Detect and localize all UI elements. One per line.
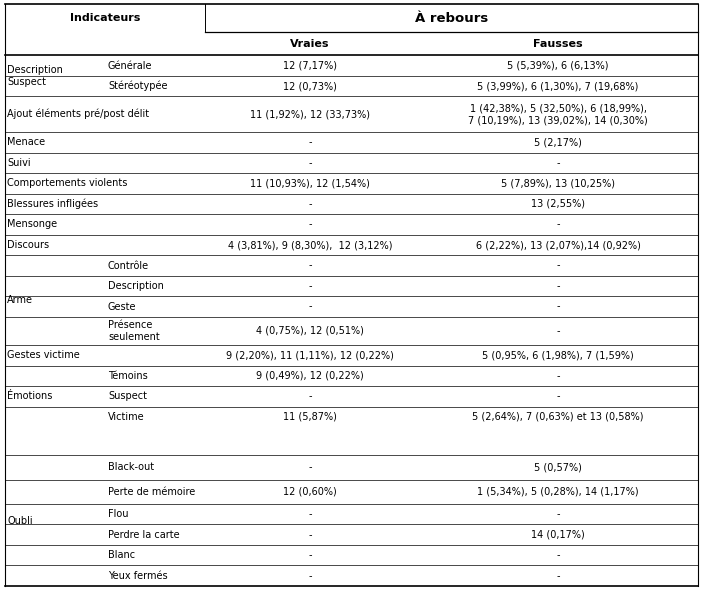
Text: Description: Description — [108, 281, 164, 291]
Text: Victime: Victime — [108, 412, 145, 422]
Text: -: - — [556, 219, 560, 230]
Text: 5 (0,95%, 6 (1,98%), 7 (1,59%): 5 (0,95%, 6 (1,98%), 7 (1,59%) — [482, 350, 634, 360]
Text: Discours: Discours — [7, 240, 49, 250]
Text: 1 (42,38%), 5 (32,50%), 6 (18,99%),
7 (10,19%), 13 (39,02%), 14 (0,30%): 1 (42,38%), 5 (32,50%), 6 (18,99%), 7 (1… — [468, 103, 648, 125]
Text: Générale: Générale — [108, 61, 152, 71]
Text: -: - — [556, 550, 560, 560]
Text: 5 (5,39%), 6 (6,13%): 5 (5,39%), 6 (6,13%) — [508, 61, 608, 71]
Text: -: - — [308, 137, 312, 148]
Text: Geste: Geste — [108, 301, 137, 312]
Text: -: - — [556, 571, 560, 581]
Text: Émotions: Émotions — [7, 391, 52, 401]
Text: 1 (5,34%), 5 (0,28%), 14 (1,17%): 1 (5,34%), 5 (0,28%), 14 (1,17%) — [477, 487, 639, 497]
Text: Perdre la carte: Perdre la carte — [108, 530, 180, 540]
Text: Perte de mémoire: Perte de mémoire — [108, 487, 195, 497]
Text: 9 (2,20%), 11 (1,11%), 12 (0,22%): 9 (2,20%), 11 (1,11%), 12 (0,22%) — [226, 350, 394, 360]
Text: 4 (3,81%), 9 (8,30%),  12 (3,12%): 4 (3,81%), 9 (8,30%), 12 (3,12%) — [228, 240, 392, 250]
Text: Suivi: Suivi — [7, 158, 30, 168]
Text: -: - — [556, 326, 560, 336]
Text: -: - — [308, 281, 312, 291]
Text: Menace: Menace — [7, 137, 45, 148]
Text: Oubli: Oubli — [7, 516, 32, 526]
Text: 12 (0,73%): 12 (0,73%) — [283, 81, 337, 91]
Text: 12 (0,60%): 12 (0,60%) — [283, 487, 337, 497]
Text: -: - — [308, 261, 312, 271]
Text: Black-out: Black-out — [108, 463, 154, 473]
Text: Arme: Arme — [7, 295, 33, 305]
Text: -: - — [556, 158, 560, 168]
Text: 11 (1,92%), 12 (33,73%): 11 (1,92%), 12 (33,73%) — [250, 109, 370, 119]
Text: -: - — [308, 550, 312, 560]
Text: -: - — [308, 463, 312, 473]
Text: Description
Suspect: Description Suspect — [7, 65, 63, 87]
Text: Stéréotypée: Stéréotypée — [108, 81, 168, 91]
Text: 12 (7,17%): 12 (7,17%) — [283, 61, 337, 71]
Text: 5 (0,57%): 5 (0,57%) — [534, 463, 582, 473]
Text: Témoins: Témoins — [108, 371, 148, 381]
Text: -: - — [308, 391, 312, 401]
Text: 11 (10,93%), 12 (1,54%): 11 (10,93%), 12 (1,54%) — [250, 178, 370, 188]
Text: Comportements violents: Comportements violents — [7, 178, 128, 188]
Text: -: - — [556, 301, 560, 312]
Text: -: - — [308, 158, 312, 168]
Text: -: - — [556, 281, 560, 291]
Text: 4 (0,75%), 12 (0,51%): 4 (0,75%), 12 (0,51%) — [256, 326, 364, 336]
Text: Contrôle: Contrôle — [108, 261, 149, 271]
Text: 11 (5,87%): 11 (5,87%) — [283, 412, 337, 422]
Text: Mensonge: Mensonge — [7, 219, 57, 230]
Text: -: - — [556, 371, 560, 381]
Text: 14 (0,17%): 14 (0,17%) — [531, 530, 585, 540]
Text: Vraies: Vraies — [290, 39, 330, 49]
Text: -: - — [308, 530, 312, 540]
Text: -: - — [308, 301, 312, 312]
Text: Suspect: Suspect — [108, 391, 147, 401]
Text: Yeux fermés: Yeux fermés — [108, 571, 168, 581]
Text: Ajout éléments pré/post délit: Ajout éléments pré/post délit — [7, 109, 149, 120]
Text: -: - — [556, 261, 560, 271]
Text: -: - — [308, 571, 312, 581]
Text: 5 (3,99%), 6 (1,30%), 7 (19,68%): 5 (3,99%), 6 (1,30%), 7 (19,68%) — [477, 81, 639, 91]
Text: 5 (2,17%): 5 (2,17%) — [534, 137, 582, 148]
Text: 5 (7,89%), 13 (10,25%): 5 (7,89%), 13 (10,25%) — [501, 178, 615, 188]
Text: Flou: Flou — [108, 509, 128, 519]
Text: À rebours: À rebours — [415, 12, 488, 25]
Text: Blessures infligées: Blessures infligées — [7, 199, 98, 209]
Text: 6 (2,22%), 13 (2,07%),14 (0,92%): 6 (2,22%), 13 (2,07%),14 (0,92%) — [476, 240, 640, 250]
Text: Blanc: Blanc — [108, 550, 135, 560]
Text: -: - — [556, 391, 560, 401]
Text: Fausses: Fausses — [533, 39, 583, 49]
Text: Indicateurs: Indicateurs — [70, 13, 140, 23]
Text: -: - — [556, 509, 560, 519]
Text: 13 (2,55%): 13 (2,55%) — [531, 199, 585, 209]
Text: Gestes victime: Gestes victime — [7, 350, 80, 360]
Text: Présence
seulement: Présence seulement — [108, 320, 160, 342]
Text: 5 (2,64%), 7 (0,63%) et 13 (0,58%): 5 (2,64%), 7 (0,63%) et 13 (0,58%) — [472, 412, 644, 422]
Text: -: - — [308, 199, 312, 209]
Text: -: - — [308, 509, 312, 519]
Text: 9 (0,49%), 12 (0,22%): 9 (0,49%), 12 (0,22%) — [256, 371, 364, 381]
Text: -: - — [308, 219, 312, 230]
